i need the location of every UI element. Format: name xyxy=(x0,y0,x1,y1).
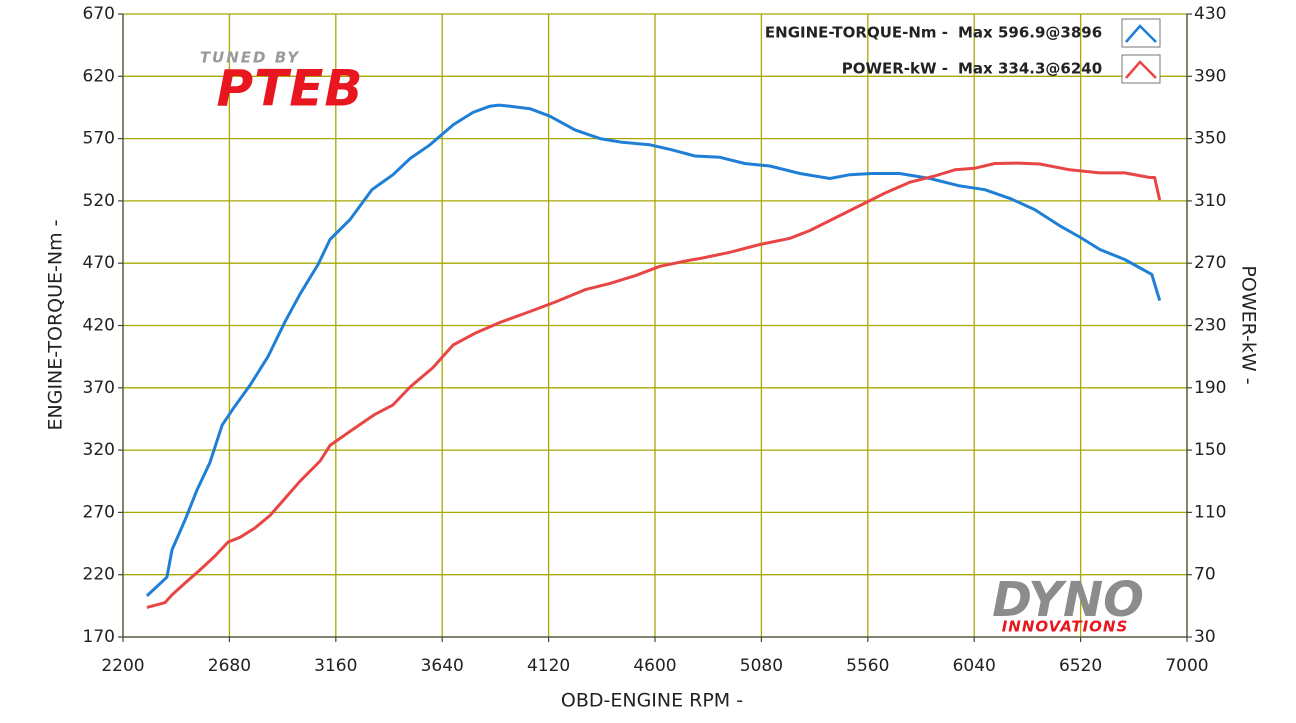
x-tick-label: 7000 xyxy=(1165,656,1208,676)
y2-tick-label: 30 xyxy=(1194,627,1216,647)
x-tick-label: 2200 xyxy=(101,656,144,676)
y-tick-label: 620 xyxy=(83,66,115,86)
logo-text: INNOVATIONS xyxy=(1002,618,1129,636)
x-tick-label: 6040 xyxy=(953,656,996,676)
legend-swatch xyxy=(1125,24,1157,43)
series-line xyxy=(146,161,1162,609)
y2-tick-label: 190 xyxy=(1194,378,1226,398)
y2-tick-label: 70 xyxy=(1194,565,1216,585)
legend-swatch xyxy=(1125,60,1157,79)
y2-tick-label: 110 xyxy=(1194,502,1226,522)
y-tick-label: 670 xyxy=(83,4,115,24)
legend-label: POWER-kW - xyxy=(842,60,948,78)
legend-entry: ENGINE-TORQUE-Nm - Max 596.9@3896 xyxy=(765,18,1161,48)
y-tick-label: 270 xyxy=(83,502,115,522)
y-tick-label: 570 xyxy=(83,129,115,149)
y2-tick-label: 390 xyxy=(1194,66,1226,86)
x-tick-label: 2680 xyxy=(208,656,251,676)
x-tick-label: 3160 xyxy=(314,656,357,676)
logo-text: TUNED BY xyxy=(200,49,300,67)
logo-pteb: TUNED BY PTEB xyxy=(200,49,363,118)
y-tick-label: 220 xyxy=(83,565,115,585)
legend-max: Max 334.3@6240 xyxy=(958,60,1102,78)
x-tick-label: 5560 xyxy=(846,656,889,676)
legend-box xyxy=(1121,18,1161,48)
y-axis-label: ENGINE-TORQUE-Nm - xyxy=(45,220,67,431)
legend-max: Max 596.9@3896 xyxy=(958,24,1102,42)
y-tick-label: 320 xyxy=(83,440,115,460)
y2-tick-label: 270 xyxy=(1194,253,1226,273)
y2-tick-label: 350 xyxy=(1194,129,1226,149)
logo-text: PTEB xyxy=(216,60,363,118)
legend-label: ENGINE-TORQUE-Nm - xyxy=(765,24,948,42)
y2-axis-label: POWER-kW - xyxy=(1238,265,1260,384)
series-line xyxy=(145,103,1162,597)
y-tick-label: 470 xyxy=(83,253,115,273)
x-axis-label: OBD-ENGINE RPM - xyxy=(561,690,743,712)
y-tick-label: 520 xyxy=(83,191,115,211)
logo-text: DYNO xyxy=(992,572,1144,628)
y-tick-label: 370 xyxy=(83,378,115,398)
y2-tick-label: 310 xyxy=(1194,191,1226,211)
legend-entry: POWER-kW - Max 334.3@6240 xyxy=(842,54,1161,84)
x-tick-label: 4120 xyxy=(527,656,570,676)
y-tick-label: 170 xyxy=(83,627,115,647)
y-tick-label: 420 xyxy=(83,316,115,336)
x-tick-label: 3640 xyxy=(421,656,464,676)
x-tick-label: 6520 xyxy=(1059,656,1102,676)
legend-box xyxy=(1121,54,1161,84)
y2-tick-label: 150 xyxy=(1194,440,1226,460)
logo-dyno: DYNO INNOVATIONS xyxy=(992,572,1144,636)
y2-tick-label: 430 xyxy=(1194,4,1226,24)
x-tick-label: 5080 xyxy=(740,656,783,676)
x-tick-label: 4600 xyxy=(633,656,676,676)
y2-tick-label: 230 xyxy=(1194,316,1226,336)
